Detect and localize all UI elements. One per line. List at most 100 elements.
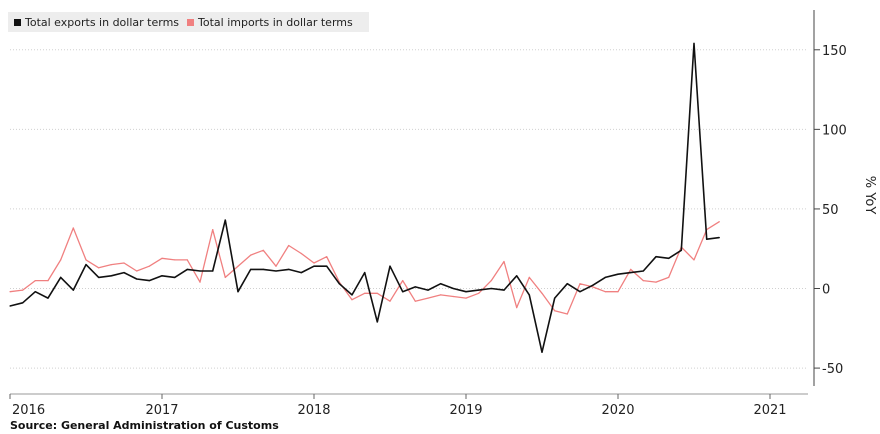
series-lines: [9, 42, 720, 353]
data-point: [338, 283, 340, 285]
data-point: [541, 292, 543, 294]
y-tick-label: -50: [822, 362, 843, 377]
data-point: [427, 289, 429, 291]
data-point: [148, 265, 150, 267]
x-tick-label: 2018: [297, 403, 330, 418]
data-point: [250, 254, 252, 256]
data-point: [262, 249, 264, 251]
data-point: [414, 286, 416, 288]
data-point: [478, 292, 480, 294]
data-point: [478, 289, 480, 291]
data-point: [351, 294, 353, 296]
data-point: [85, 264, 87, 266]
data-point: [364, 272, 366, 274]
data-point: [592, 286, 594, 288]
data-point: [440, 283, 442, 285]
data-point: [85, 259, 87, 261]
series-points-exports: [9, 42, 720, 353]
y-tick-label: 0: [822, 283, 830, 298]
data-point: [592, 284, 594, 286]
data-point: [490, 287, 492, 290]
x-tick-label: 2017: [145, 403, 178, 418]
y-axis: -50 0 50 100 150: [813, 10, 847, 386]
data-point: [503, 260, 505, 263]
x-tick-label: 2020: [601, 403, 634, 418]
data-point: [630, 272, 632, 274]
x-axis: 2016 2017 2018 2019 2020 2021: [9, 393, 808, 418]
legend-item-exports: Total exports in dollar terms: [14, 16, 179, 29]
data-point: [326, 265, 328, 267]
legend-swatch-imports: [187, 18, 195, 26]
data-point: [668, 257, 670, 259]
data-point: [34, 280, 36, 282]
data-point: [452, 295, 454, 298]
data-point: [22, 289, 24, 291]
data-point: [161, 257, 163, 259]
data-point: [389, 265, 391, 267]
data-point: [693, 259, 695, 261]
data-point: [174, 259, 176, 261]
data-point: [110, 264, 112, 266]
source-note: Source: General Administration of Custom…: [10, 419, 279, 432]
data-point: [376, 321, 378, 323]
data-point: [655, 281, 657, 283]
data-point: [414, 300, 416, 302]
data-point: [326, 256, 328, 258]
data-point: [262, 268, 264, 270]
data-point: [364, 292, 366, 294]
legend-label-exports: Total exports in dollar terms: [25, 15, 180, 29]
data-point: [212, 270, 214, 272]
y-tick-label: 150: [822, 44, 847, 59]
data-point: [389, 300, 391, 302]
data-point: [313, 265, 315, 267]
data-point: [566, 313, 568, 315]
data-point: [718, 221, 720, 223]
data-point: [528, 276, 530, 278]
data-point: [655, 256, 657, 258]
data-point: [604, 276, 606, 278]
data-point: [554, 310, 556, 312]
data-point: [541, 351, 543, 353]
data-point: [237, 291, 239, 293]
y-axis-title: % YoY: [862, 176, 877, 215]
data-point: [528, 294, 530, 296]
data-point: [440, 294, 442, 296]
data-point: [72, 289, 74, 291]
data-point: [503, 289, 505, 291]
y-tick-label: 50: [822, 203, 839, 218]
data-point: [516, 307, 518, 309]
data-point: [376, 292, 378, 294]
data-point: [579, 283, 581, 285]
data-point: [465, 291, 467, 293]
data-point: [300, 252, 302, 255]
data-point: [161, 275, 163, 277]
x-tick-label: 2021: [753, 403, 786, 418]
data-point: [642, 270, 644, 272]
data-point: [34, 291, 36, 293]
data-point: [60, 276, 62, 278]
data-point: [617, 291, 619, 293]
data-point: [566, 283, 568, 285]
data-point: [288, 268, 290, 270]
data-point: [199, 270, 201, 272]
x-tick-label: 2019: [449, 403, 482, 418]
data-point: [123, 262, 125, 264]
data-point: [212, 229, 214, 231]
data-point: [47, 280, 49, 282]
data-point: [706, 238, 708, 240]
data-point: [98, 276, 100, 278]
data-point: [60, 259, 62, 261]
data-point: [718, 237, 720, 239]
data-point: [224, 276, 226, 278]
data-point: [642, 280, 644, 282]
data-point: [554, 297, 556, 299]
data-point: [110, 275, 112, 277]
x-tick-label: 2016: [12, 403, 45, 418]
data-point: [186, 259, 188, 261]
data-point: [22, 302, 24, 304]
data-point: [275, 265, 277, 267]
data-point: [516, 275, 518, 277]
data-point: [465, 297, 467, 299]
data-point: [617, 273, 619, 275]
